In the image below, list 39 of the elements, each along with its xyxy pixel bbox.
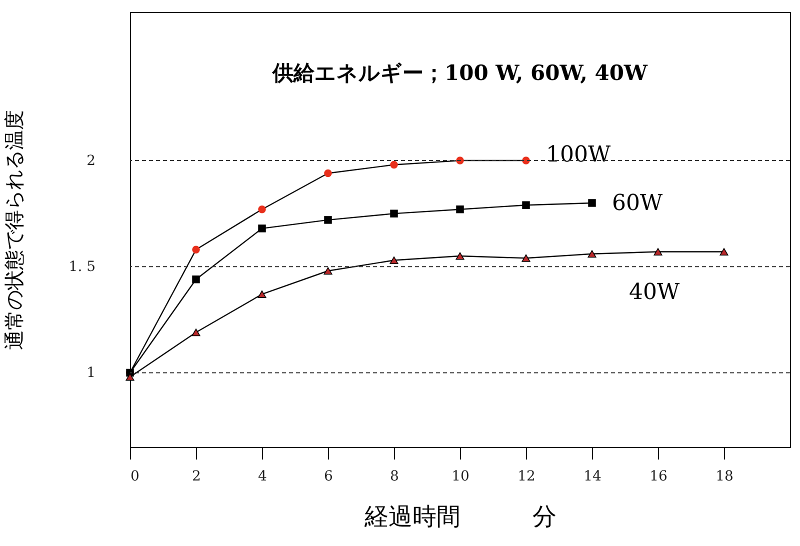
series-label: 40W	[629, 280, 680, 305]
point	[258, 224, 266, 232]
x-axis-title: 経過時間 分	[364, 502, 556, 530]
x-tick-label: 6	[324, 468, 334, 484]
y-tick-label: 2	[86, 153, 96, 170]
x-tick-label: 10	[452, 468, 470, 484]
text: 供給エネルギー；100 W, 60W, 40W	[271, 60, 648, 85]
x-tick-label: 14	[584, 468, 602, 484]
point	[588, 199, 596, 207]
x-tick-label: 8	[390, 468, 399, 484]
point	[522, 201, 530, 209]
point	[588, 250, 596, 258]
y-tick-label: 1. 5	[68, 259, 96, 276]
series-label: 60W	[612, 190, 663, 216]
x-tick-label: 0	[130, 468, 140, 484]
point	[324, 267, 332, 275]
point	[258, 290, 266, 298]
y-tick-label: 1	[86, 365, 96, 382]
x-tick-label: 18	[716, 468, 734, 484]
y-axis-title: 通常の状態で得られる温度	[2, 110, 26, 350]
series-label: 100W	[546, 142, 611, 168]
point	[258, 205, 266, 214]
x-tick-label: 16	[650, 468, 668, 484]
x-tick-label: 12	[518, 468, 536, 484]
point	[522, 254, 530, 262]
point	[390, 256, 398, 264]
point	[456, 252, 464, 260]
point	[456, 205, 464, 214]
point	[390, 210, 398, 218]
point	[654, 248, 662, 256]
point	[390, 160, 398, 169]
point	[720, 248, 728, 256]
x-tick-label: 4	[258, 468, 268, 484]
point	[324, 169, 332, 178]
point	[192, 328, 200, 336]
x-tick-label: 2	[192, 468, 201, 484]
point	[192, 246, 200, 254]
point	[192, 275, 200, 284]
point	[324, 216, 332, 224]
